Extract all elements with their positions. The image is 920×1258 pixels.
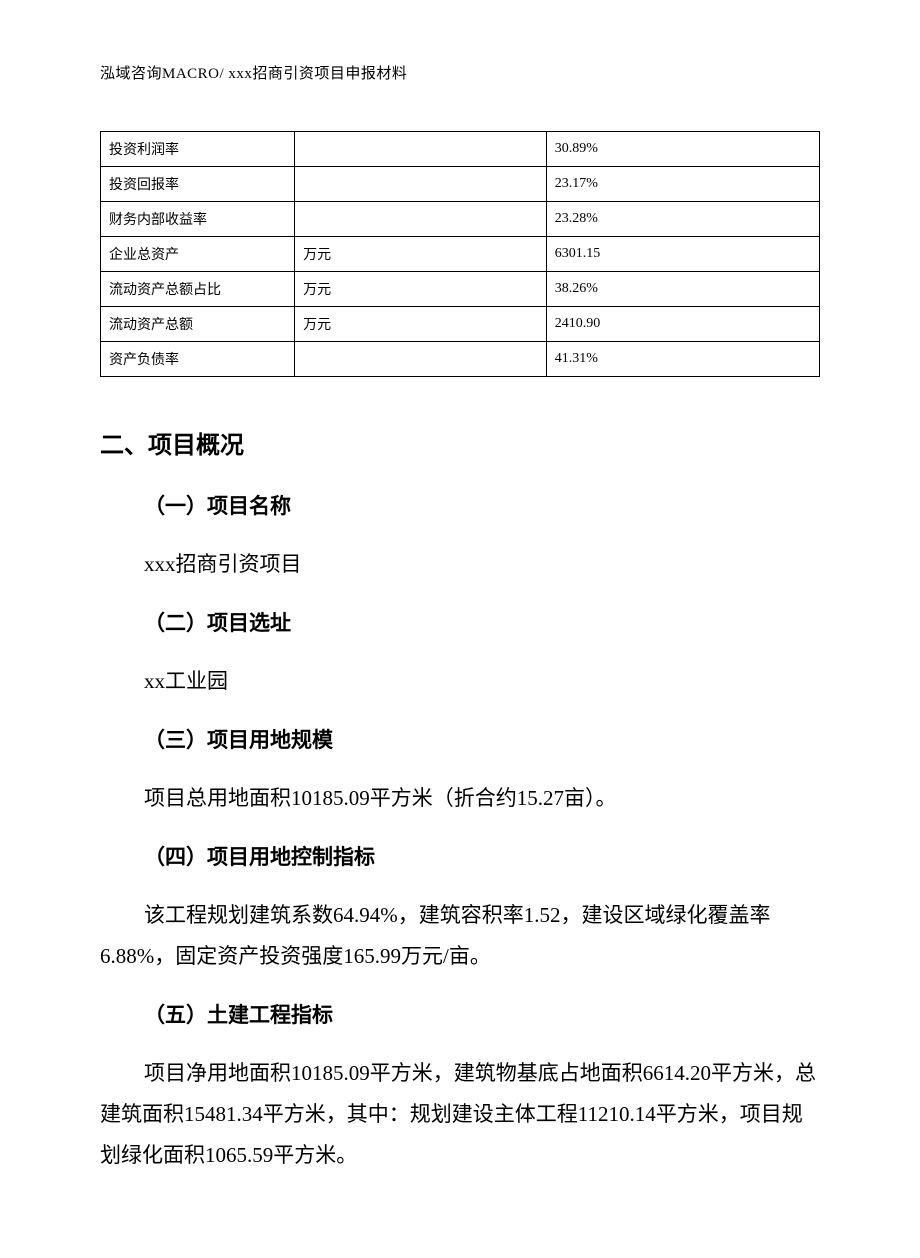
table-cell-unit: 万元 xyxy=(295,307,547,342)
body-text-4: 该工程规划建筑系数64.94%，建筑容积率1.52，建设区域绿化覆盖率6.88%… xyxy=(100,895,820,977)
table-cell-unit xyxy=(295,342,547,377)
table-cell-unit: 万元 xyxy=(295,272,547,307)
sub-heading-4: （四）项目用地控制指标 xyxy=(144,841,820,871)
table-cell-unit xyxy=(295,202,547,237)
page-header: 泓域咨询MACRO/ xxx招商引资项目申报材料 xyxy=(100,62,820,83)
financial-table: 投资利润率 30.89% 投资回报率 23.17% 财务内部收益率 23.28%… xyxy=(100,131,820,377)
table-cell-value: 41.31% xyxy=(546,342,819,377)
table-cell-value: 30.89% xyxy=(546,132,819,167)
table-cell-label: 流动资产总额 xyxy=(101,307,295,342)
body-text-5: 项目净用地面积10185.09平方米，建筑物基底占地面积6614.20平方米，总… xyxy=(100,1053,820,1176)
table-row: 企业总资产 万元 6301.15 xyxy=(101,237,820,272)
table-cell-value: 6301.15 xyxy=(546,237,819,272)
table-row: 投资回报率 23.17% xyxy=(101,167,820,202)
table-cell-value: 23.28% xyxy=(546,202,819,237)
table-row: 资产负债率 41.31% xyxy=(101,342,820,377)
sub-heading-1: （一）项目名称 xyxy=(144,490,820,520)
table-cell-label: 投资回报率 xyxy=(101,167,295,202)
body-text-1: xxx招商引资项目 xyxy=(144,544,820,585)
table-cell-unit: 万元 xyxy=(295,237,547,272)
table-row: 流动资产总额占比 万元 38.26% xyxy=(101,272,820,307)
table-row: 投资利润率 30.89% xyxy=(101,132,820,167)
table-cell-label: 财务内部收益率 xyxy=(101,202,295,237)
table-cell-label: 资产负债率 xyxy=(101,342,295,377)
body-text-3: 项目总用地面积10185.09平方米（折合约15.27亩）。 xyxy=(144,778,820,819)
sub-heading-3: （三）项目用地规模 xyxy=(144,724,820,754)
table-cell-unit xyxy=(295,132,547,167)
body-text-2: xx工业园 xyxy=(144,661,820,702)
table-row: 财务内部收益率 23.28% xyxy=(101,202,820,237)
table-cell-label: 投资利润率 xyxy=(101,132,295,167)
sub-heading-2: （二）项目选址 xyxy=(144,607,820,637)
table-cell-unit xyxy=(295,167,547,202)
sub-heading-5: （五）土建工程指标 xyxy=(144,999,820,1029)
table-cell-value: 2410.90 xyxy=(546,307,819,342)
table-cell-label: 流动资产总额占比 xyxy=(101,272,295,307)
table-cell-value: 38.26% xyxy=(546,272,819,307)
table-row: 流动资产总额 万元 2410.90 xyxy=(101,307,820,342)
page-container: 泓域咨询MACRO/ xxx招商引资项目申报材料 投资利润率 30.89% 投资… xyxy=(0,0,920,1258)
table-cell-value: 23.17% xyxy=(546,167,819,202)
table-cell-label: 企业总资产 xyxy=(101,237,295,272)
section-heading: 二、项目概况 xyxy=(100,425,820,460)
